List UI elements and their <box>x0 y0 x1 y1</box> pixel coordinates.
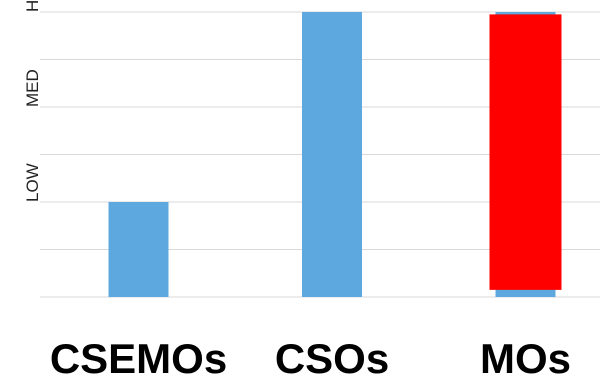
y-tick-label: MED <box>23 69 42 107</box>
overlay <box>489 14 562 290</box>
y-tick-label: HIGH <box>23 0 42 12</box>
bar <box>302 12 362 297</box>
category-label: MOs <box>480 335 571 376</box>
y-axis-labels: LOW MED HIGH <box>23 0 42 202</box>
bar <box>108 202 169 297</box>
category-label: CSEMOs <box>50 335 227 376</box>
category-label: CSOs <box>275 335 389 376</box>
overlay-bar <box>489 14 562 290</box>
x-axis-labels: CSEMOs CSOs MOs <box>50 335 571 376</box>
y-tick-label: LOW <box>23 163 42 202</box>
